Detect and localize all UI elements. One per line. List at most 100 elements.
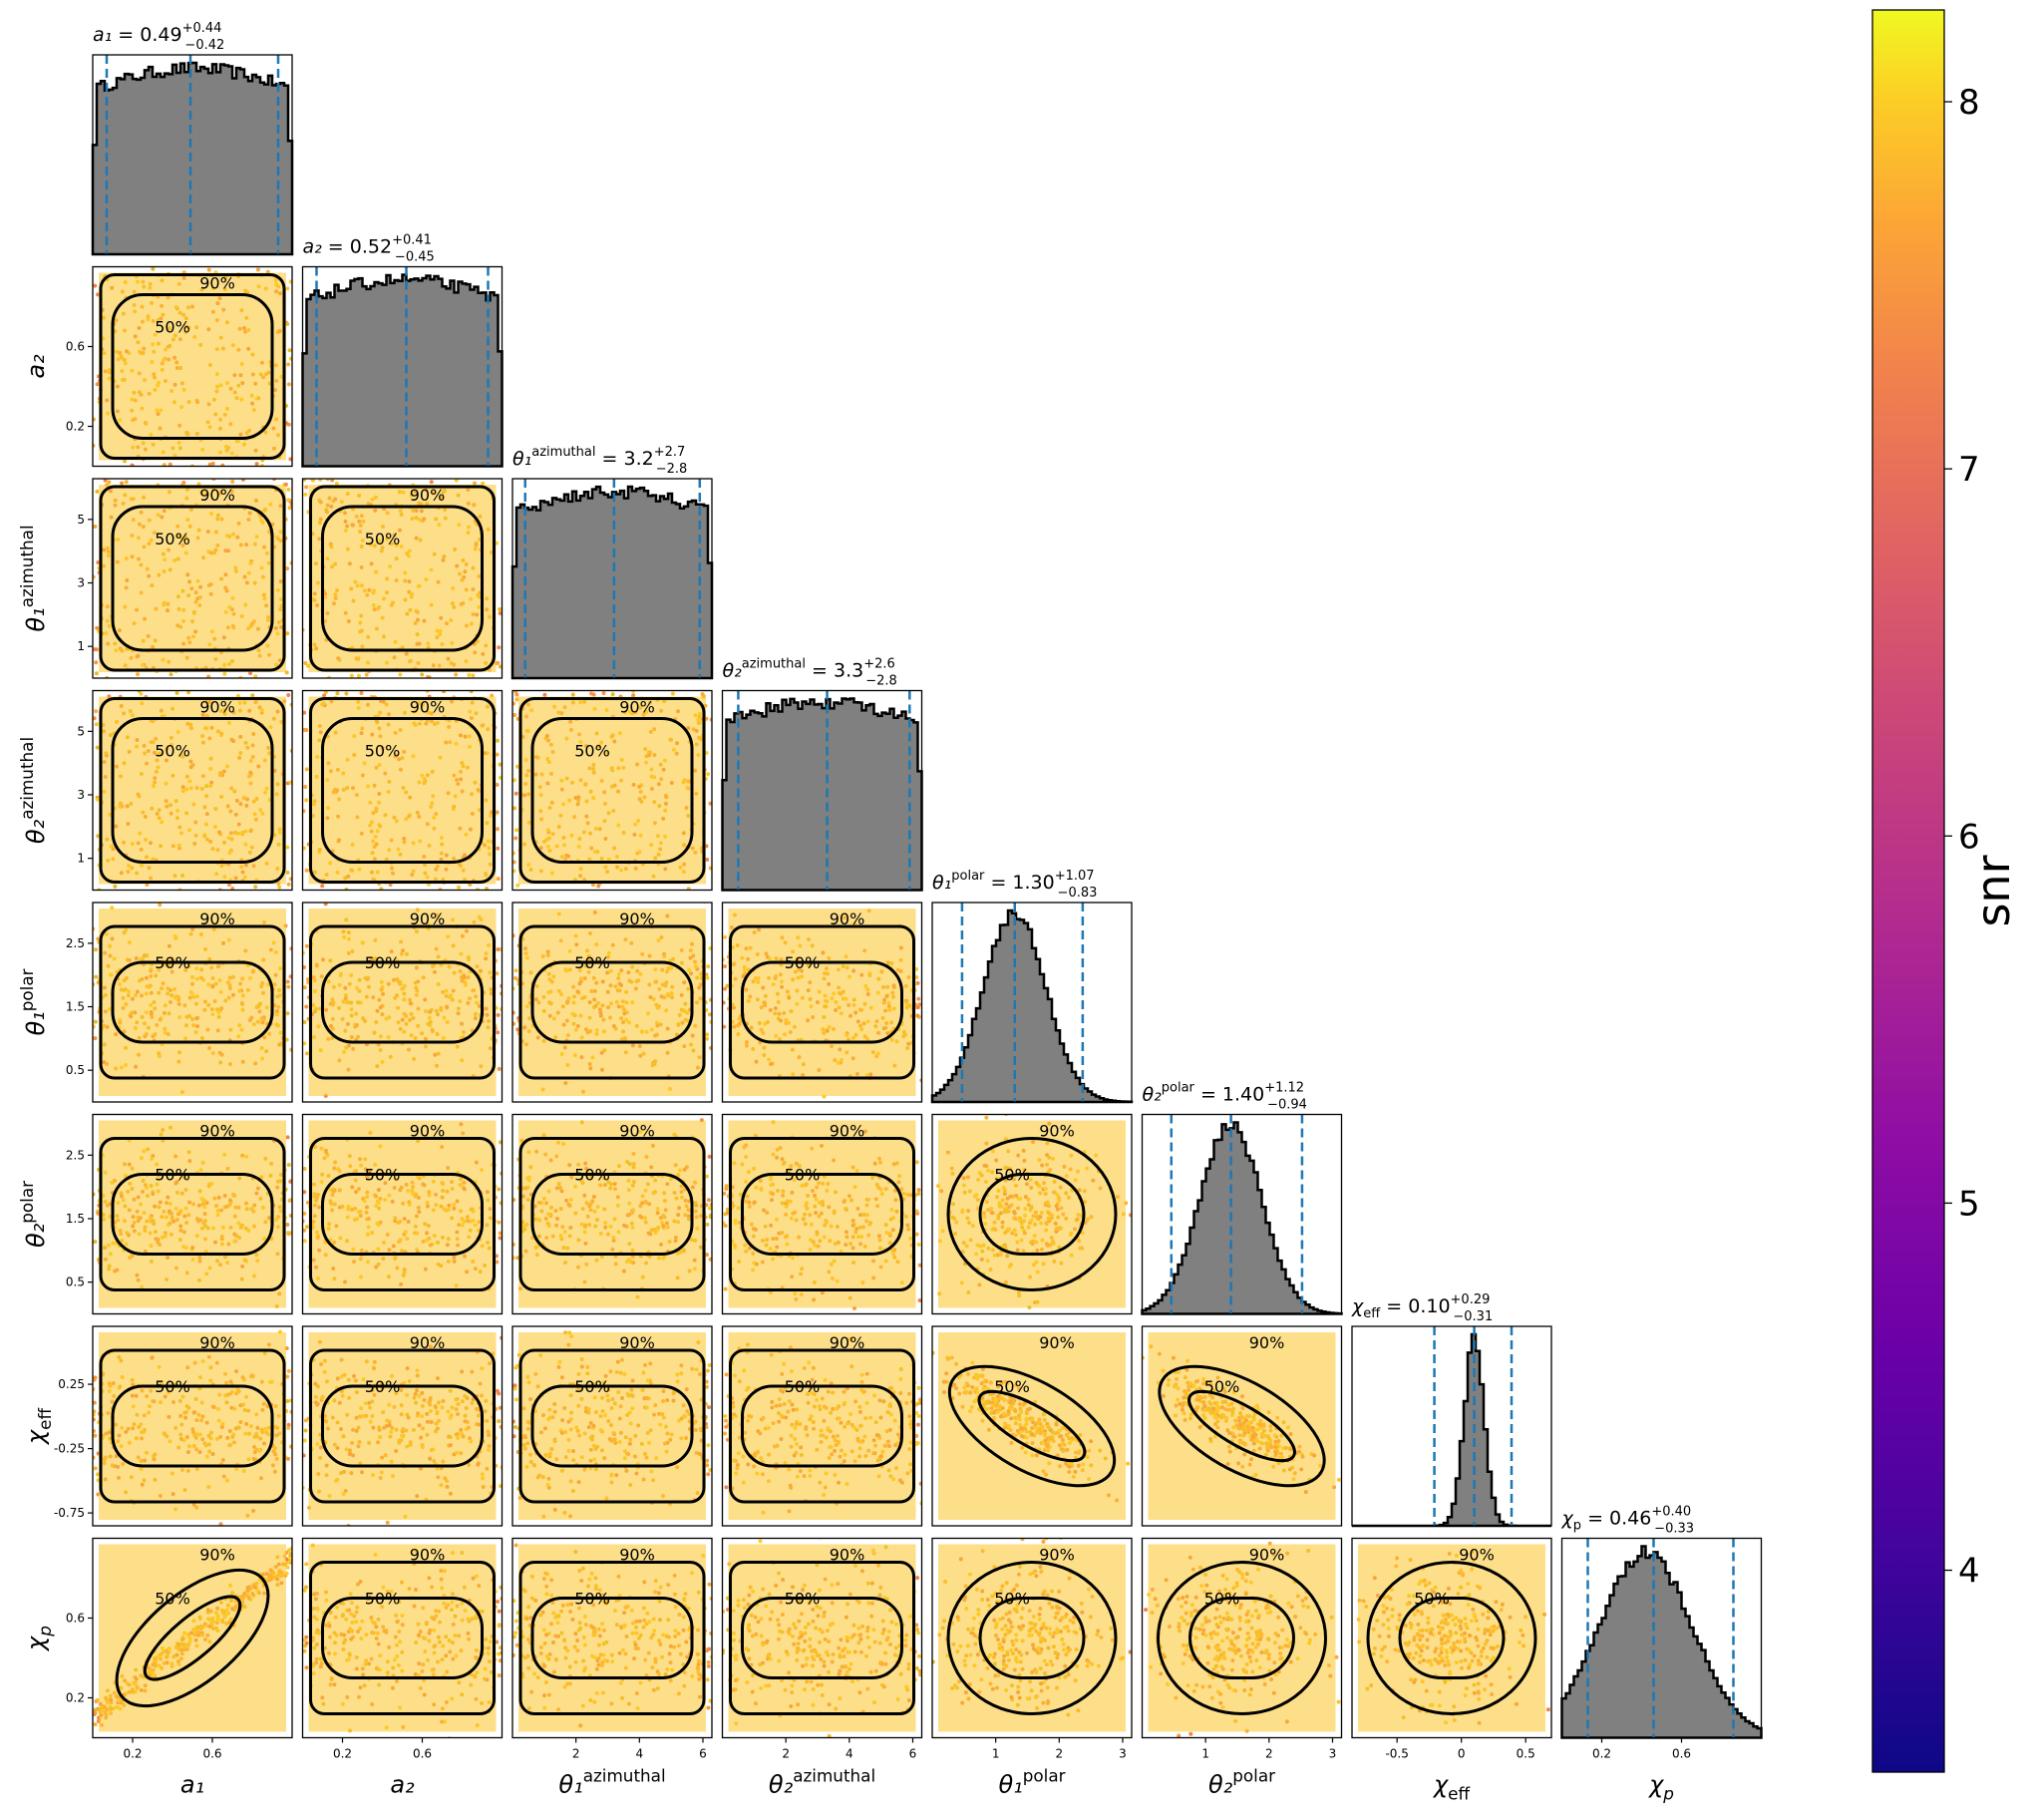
density-fill [518,1120,706,1308]
contour-label-90: 90% [830,910,865,928]
scatter-point [420,672,425,677]
scatter-point [320,884,325,889]
panel-frame [301,478,504,679]
y-tick-label: 0.6 [66,340,85,354]
scatter-point [287,1198,292,1203]
scatter-point [93,1024,96,1029]
y-tick-label: 2.5 [66,1148,85,1162]
scatter-point [708,1215,712,1220]
scatter-point [984,1115,989,1120]
contour-label-50: 50% [155,1166,190,1185]
scatter-point [302,846,306,851]
panel-t2az-t2po: 50%90% [721,1113,923,1315]
scatter-point [457,885,462,890]
contour-label-90: 90% [410,910,446,928]
scatter-point [344,691,349,696]
scatter-point [515,883,520,888]
scatter-point [303,785,308,790]
contour-50 [321,505,484,652]
scatter-point [302,985,307,990]
scatter-point [917,1263,922,1268]
scatter-point [93,283,98,288]
scatter-point [442,690,447,694]
y-tick-label: 5 [77,513,85,527]
scatter-point [705,1032,710,1037]
density-fill [99,696,286,885]
scatter-point [497,1220,502,1225]
scatter-point [93,647,98,652]
scatter-point [95,382,100,387]
scatter-point [286,382,291,387]
scatter-point [136,672,141,677]
contour-90 [99,273,286,460]
contour-50 [111,293,274,440]
scatter-point [253,674,258,678]
scatter-point [499,1201,503,1206]
scatter-point [255,267,260,272]
scatter-point [302,1239,307,1244]
histogram-title-t1po: θ₁polar = 1.30+1.07 −0.83 [932,869,1097,901]
scatter-point [303,660,308,665]
scatter-points [936,1114,1132,1309]
scatter-point [917,1298,922,1303]
scatter-point [496,877,501,882]
scatter-point [513,968,518,973]
panel-frame [92,1113,293,1315]
scatter-point [916,1188,921,1193]
scatter-point [512,1256,515,1261]
scatter-point [210,461,215,466]
scatter-point [498,1140,503,1145]
density-fill [518,909,706,1096]
scatter-point [240,479,245,482]
scatter-point [335,691,340,696]
scatter-point [915,1005,920,1010]
scatter-point [498,607,503,612]
scatter-point [723,1212,728,1217]
scatter-point [473,481,478,486]
scatter-point [323,690,328,695]
contour-label-50: 50% [155,318,190,337]
contour-label-90: 90% [619,698,655,717]
density-fill [728,1120,916,1308]
scatter-point [512,851,516,856]
scatter-point [496,1012,501,1017]
scatter-point [285,1135,290,1140]
scatter-point [498,762,503,767]
scatter-point [454,479,459,483]
scatter-point [151,266,156,271]
scatter-point [222,671,227,676]
scatter-point [723,986,728,991]
scatter-point [130,463,135,467]
scatter-point [379,887,384,891]
scatter-point [230,887,235,891]
scatter-point [94,974,99,979]
scatter-point [286,362,291,367]
scatter-point [288,1214,292,1219]
scatter-point [174,690,179,695]
histogram-t1po [930,909,1134,1104]
scatter-point [471,673,476,678]
scatter-point [94,660,99,665]
scatter-point [287,348,292,353]
scatter-point [206,674,211,678]
scatter-point [304,943,309,948]
panel-frame [301,265,504,468]
scatter-point [302,1019,307,1024]
panel-frame [92,54,293,255]
scatter-point [495,782,500,787]
scatter-point [914,1232,919,1237]
scatter-point [230,480,235,485]
scatter-point [302,1041,307,1046]
scatter-point [793,1105,797,1109]
scatter-point [512,1198,516,1203]
contour-50 [111,1173,274,1256]
scatter-points [93,903,292,1096]
scatter-points [302,1120,503,1308]
scatter-point [722,1000,726,1005]
scatter-point [916,1242,921,1247]
scatter-point [686,887,691,891]
scatter-point [318,479,323,482]
axis-label-t2az: θ₂azimuthal [17,737,50,844]
scatter-point [311,479,316,483]
panel-frame [92,902,293,1103]
